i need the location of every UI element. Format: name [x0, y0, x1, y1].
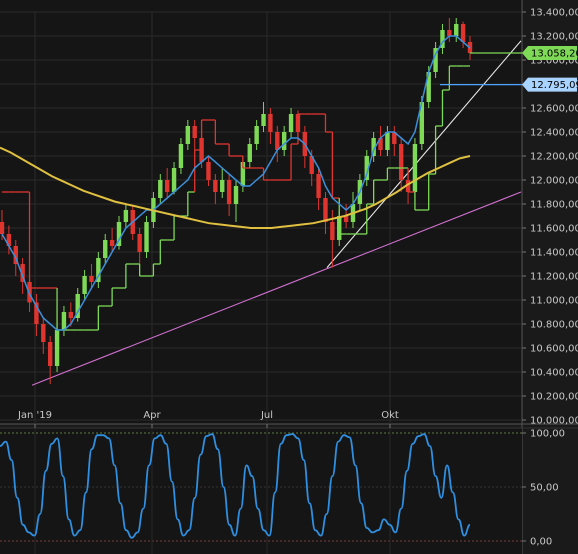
x-tick-label: Okt: [381, 410, 399, 421]
y-tick-label: 10.400,00: [530, 368, 578, 379]
y-tick-label: 10.000,00: [530, 416, 578, 427]
candle-body: [123, 210, 129, 222]
candle-body: [171, 168, 177, 192]
x-tick-label: Jan '19: [17, 410, 52, 421]
candle-body: [454, 24, 459, 36]
y-tick-label: 12.200,00: [530, 152, 578, 163]
y-tick-label: 12.400,00: [530, 128, 578, 139]
price-tag-label: 12.795,09: [531, 80, 578, 91]
candle-body: [41, 324, 46, 342]
candle-body: [220, 180, 225, 192]
oscillator-panel: 100,00 50,00 0,00: [0, 429, 565, 554]
y-tick-label: 10.800,00: [530, 320, 578, 331]
candle-body: [419, 102, 425, 144]
candle-body: [137, 234, 142, 252]
candle-body: [158, 180, 163, 198]
y-tick-label: 11.800,00: [530, 200, 578, 211]
trendline: [31, 191, 522, 386]
osc-tick-label: 0,00: [530, 537, 552, 548]
candle-body: [164, 180, 170, 192]
price-tag-label: 13.058,20: [531, 49, 578, 60]
candle-body: [261, 114, 266, 126]
candle-body: [268, 114, 273, 132]
candle-body: [20, 264, 25, 282]
candle-body: [323, 198, 328, 222]
candle-body: [226, 180, 232, 204]
candle-body: [192, 126, 197, 138]
y-tick-label: 13.400,00: [530, 8, 578, 19]
candle-body: [385, 132, 390, 150]
candle-body: [144, 222, 149, 252]
x-tick-label: Jul: [260, 410, 273, 421]
candle-body: [364, 156, 369, 180]
candle-body: [330, 222, 335, 240]
candle-body: [233, 186, 239, 204]
candle-body: [213, 180, 218, 192]
y-tick-label: 11.400,00: [530, 248, 578, 259]
trendline: [326, 40, 522, 268]
candle-body: [82, 276, 87, 294]
candle-body: [240, 162, 246, 186]
candle-body: [54, 330, 60, 366]
candle-body: [254, 126, 259, 144]
candle-body: [392, 132, 397, 144]
candle-body: [426, 72, 431, 102]
y-tick-label: 13.200,00: [530, 32, 578, 43]
candle-body: [109, 240, 115, 246]
candle-body: [378, 138, 383, 150]
candle-body: [103, 240, 108, 258]
candle-body: [13, 246, 18, 264]
x-tick-label: Apr: [143, 410, 161, 421]
candle-body: [0, 222, 5, 234]
candle-body: [460, 24, 466, 42]
price-tag: [522, 46, 577, 61]
candle-body: [371, 138, 376, 156]
candle-body: [96, 258, 101, 282]
candle-body: [275, 132, 280, 150]
moving-average-line: [1, 35, 471, 331]
candle-body: [116, 222, 122, 246]
osc-tick-label: 100,00: [530, 429, 565, 440]
candle-body: [89, 276, 94, 282]
candle-body: [412, 144, 418, 192]
y-tick-label: 13.000,00: [530, 56, 578, 67]
candle-body: [440, 30, 445, 48]
candle-body: [185, 126, 191, 144]
candle-body: [6, 234, 12, 246]
candle-body: [178, 144, 184, 168]
y-tick-label: 11.000,00: [530, 296, 578, 307]
candle-body: [47, 342, 53, 366]
candle-body: [247, 144, 252, 162]
y-tick-label: 11.200,00: [530, 272, 578, 283]
candle-body: [447, 30, 452, 36]
y-tick-label: 12.600,00: [530, 104, 578, 115]
candle-body: [316, 174, 321, 198]
candle-body: [68, 312, 74, 318]
moving-average-line: [0, 146, 471, 229]
y-tick-label: 10.200,00: [530, 392, 578, 403]
candle-body: [288, 114, 294, 132]
candle-body: [343, 216, 349, 222]
price-tag: [522, 77, 577, 92]
oscillator-line: [0, 433, 471, 539]
y-tick-label: 12.000,00: [530, 176, 578, 187]
plot-area: [0, 0, 522, 424]
candle-body: [433, 48, 438, 72]
candle-body: [34, 302, 39, 324]
candle-body: [206, 162, 211, 180]
candle-body: [75, 294, 80, 318]
osc-tick-label: 50,00: [530, 483, 559, 494]
candle-body: [398, 144, 404, 180]
candle-body: [61, 312, 67, 330]
candle-body: [309, 156, 314, 174]
y-tick-label: 10.600,00: [530, 344, 578, 355]
y-tick-label: 11.600,00: [530, 224, 578, 235]
candle-body: [281, 132, 287, 150]
